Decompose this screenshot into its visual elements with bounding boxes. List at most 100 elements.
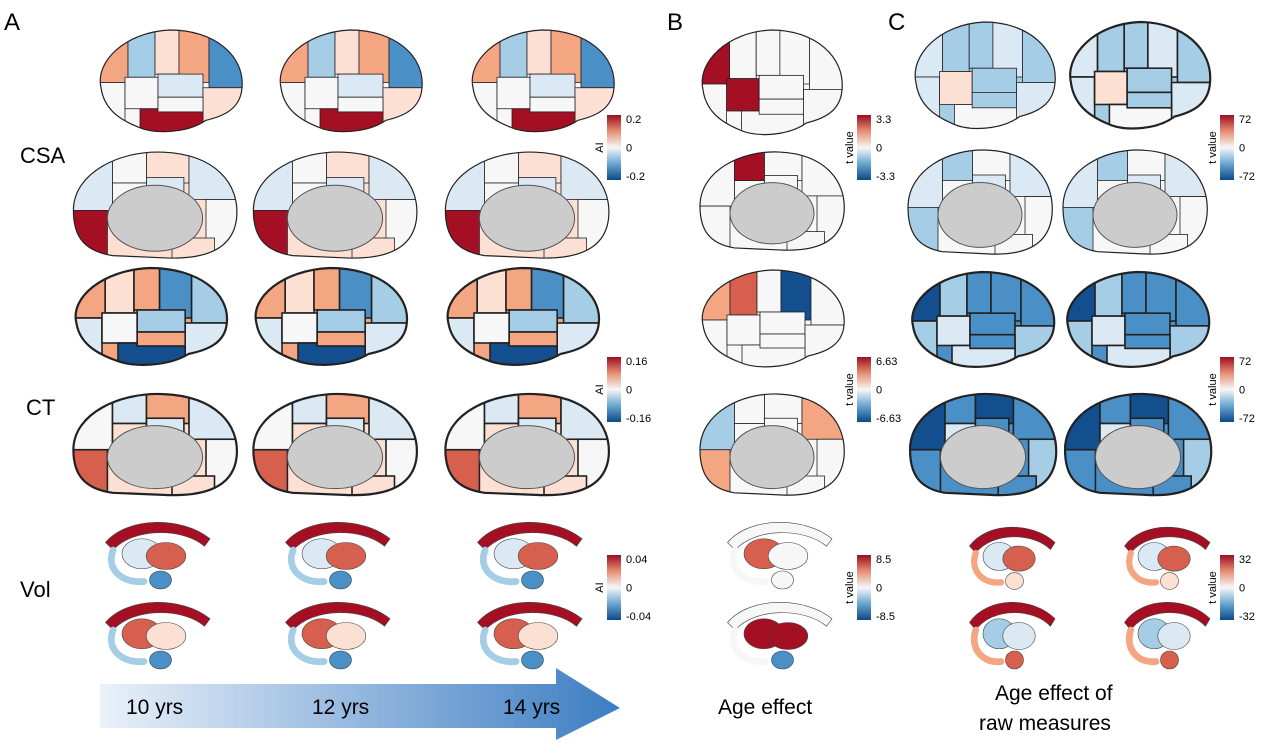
colorbar-axis-label: AI [594, 384, 606, 394]
colorbar-mid: 0 [626, 583, 632, 595]
colorbar-min: -0.16 [626, 413, 651, 425]
colorbar-min: -8.5 [876, 611, 895, 623]
b-ct-lateral [701, 269, 845, 368]
colorbar-max: 6.63 [876, 356, 897, 368]
colorbar-axis-label: AI [594, 142, 606, 152]
csa-lateral-1 [279, 29, 423, 133]
c-vol-lower-1 [1124, 602, 1211, 670]
panel-label-a: A [4, 9, 20, 36]
colorbar-axis-label: AI [594, 582, 606, 592]
b-vol-lower [727, 602, 833, 670]
colorbar-gradient [607, 357, 621, 422]
ct-lateral-2 [446, 266, 600, 366]
c-ct-medial-0 [908, 392, 1058, 497]
timeline-label-14: 14 yrs [503, 696, 560, 719]
c-csa-medial-0 [907, 149, 1053, 255]
colorbar-max: 72 [1239, 356, 1251, 368]
vol-lower-1 [285, 602, 391, 670]
colorbar-mid: 0 [1239, 143, 1245, 155]
colorbar-mid: 0 [876, 385, 882, 397]
colorbar-min: -3.3 [876, 171, 895, 183]
csa-medial-0 [72, 151, 238, 259]
colorbar-max: 0.16 [626, 356, 647, 368]
colorbars: 0.2 0 -0.2 AI 3.3 0 -3.3 t value 72 0 -72 t value 0.… [594, 114, 1255, 623]
csa-lateral-2 [471, 29, 615, 133]
colorbar-csa_c: 72 0 -72 t value [1207, 114, 1255, 183]
caption-age-effect: Age effect [718, 696, 812, 719]
colorbar-max: 0.04 [626, 554, 647, 566]
c-vol-lower-0 [969, 602, 1056, 670]
colorbar-mid: 0 [626, 143, 632, 155]
ct-lateral-1 [254, 266, 408, 366]
colorbar-min: -6.63 [876, 413, 901, 425]
colorbar-csa_b: 3.3 0 -3.3 t value [844, 114, 895, 183]
row-label-ct: CT [26, 395, 55, 420]
b-csa-lateral [701, 29, 843, 136]
colorbar-min: -0.2 [626, 171, 645, 183]
csa-lateral-0 [99, 29, 243, 133]
colorbar-mid: 0 [1239, 385, 1245, 397]
colorbar-csa_a: 0.2 0 -0.2 AI [594, 114, 645, 183]
colorbar-mid: 0 [876, 583, 882, 595]
colorbar-vol_a: 0.04 0 -0.04 AI [594, 554, 651, 623]
caption-raw-line2: raw measures [979, 712, 1111, 735]
colorbar-axis-label: t value [1207, 571, 1219, 603]
colorbar-max: 32 [1239, 554, 1251, 566]
colorbar-axis-label: t value [844, 373, 856, 405]
row-label-csa: CSA [20, 143, 66, 168]
vol-lower-2 [477, 602, 583, 670]
colorbar-ct_c: 72 0 -72 t value [1207, 356, 1255, 425]
colorbar-gradient [857, 115, 871, 180]
vol-upper-0 [105, 522, 211, 590]
ct-medial-1 [252, 392, 418, 497]
colorbar-axis-label: t value [844, 131, 856, 163]
vol-upper-2 [477, 522, 583, 590]
colorbar-ct_b: 6.63 0 -6.63 t value [844, 356, 901, 425]
c-csa-medial-1 [1062, 149, 1208, 255]
c-ct-lateral-0 [911, 270, 1056, 368]
colorbar-vol_c: 32 0 -32 t value [1207, 554, 1255, 623]
vol-lower-0 [105, 602, 211, 670]
colorbar-max: 72 [1239, 114, 1251, 126]
colorbar-gradient [607, 555, 621, 620]
age-timeline-arrow: 10 yrs 12 yrs 14 yrs [100, 668, 620, 740]
b-csa-medial [699, 151, 845, 251]
colorbar-gradient [607, 115, 621, 180]
timeline-label-10: 10 yrs [126, 696, 183, 719]
ct-medial-0 [72, 392, 238, 497]
row-label-vol: Vol [20, 577, 51, 602]
ct-lateral-0 [74, 266, 228, 366]
colorbar-gradient [1220, 357, 1234, 422]
c-ct-lateral-1 [1066, 270, 1211, 368]
colorbar-mid: 0 [1239, 583, 1245, 595]
vol-upper-1 [285, 522, 391, 590]
ct-medial-2 [444, 392, 610, 497]
csa-medial-1 [252, 151, 418, 259]
colorbar-max: 8.5 [876, 554, 891, 566]
colorbar-gradient [857, 555, 871, 620]
csa-medial-2 [444, 151, 610, 259]
timeline-label-12: 12 yrs [312, 696, 369, 719]
b-vol-upper [727, 522, 833, 590]
colorbar-axis-label: t value [1207, 131, 1219, 163]
colorbar-gradient [1220, 555, 1234, 620]
c-csa-lateral-1 [1069, 20, 1212, 130]
colorbar-min: -72 [1239, 413, 1255, 425]
colorbar-ct_a: 0.16 0 -0.16 AI [594, 356, 651, 425]
panel-label-c: C [888, 9, 905, 36]
brain-maps [72, 20, 1213, 670]
colorbar-max: 0.2 [626, 114, 641, 126]
colorbar-max: 3.3 [876, 114, 891, 126]
colorbar-gradient [857, 357, 871, 422]
panel-label-b: B [667, 9, 683, 36]
colorbar-axis-label: t value [844, 571, 856, 603]
colorbar-mid: 0 [876, 143, 882, 155]
timeline-arrow-shape [100, 668, 620, 740]
colorbar-vol_b: 8.5 0 -8.5 t value [844, 554, 895, 623]
c-vol-upper-1 [1124, 526, 1211, 590]
c-ct-medial-1 [1063, 392, 1213, 497]
b-ct-medial [699, 393, 845, 496]
colorbar-min: -0.04 [626, 611, 651, 623]
colorbar-gradient [1220, 115, 1234, 180]
